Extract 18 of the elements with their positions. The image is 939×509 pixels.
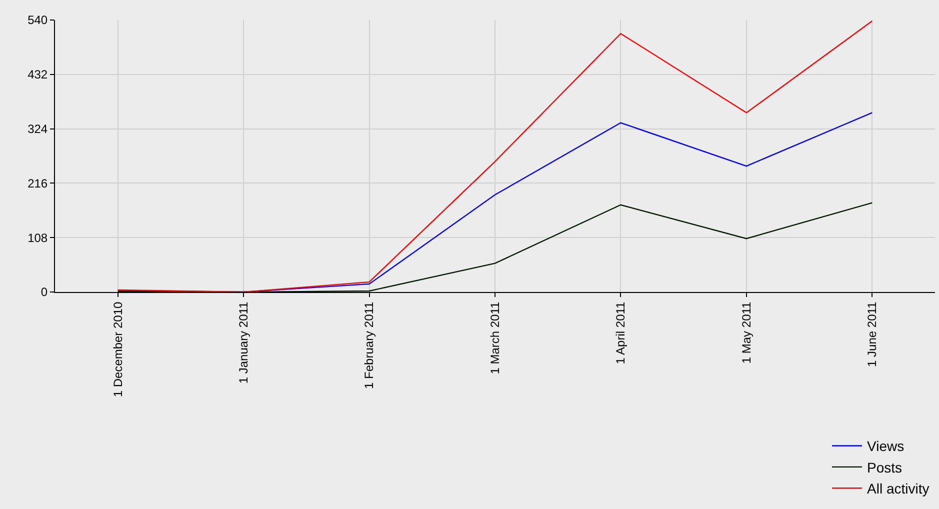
y-tick-label: 0: [40, 285, 48, 300]
y-tick-label: 324: [28, 122, 48, 136]
x-tick-label: 1 April 2011: [614, 301, 628, 364]
x-tick-label: 1 January 2011: [236, 301, 250, 384]
legend-label: All activity: [867, 480, 930, 497]
y-tick-label: 432: [28, 68, 48, 82]
x-tick-label: 1 December 2010: [110, 301, 125, 398]
x-tick-label: 1 May 2011: [739, 301, 754, 364]
legend-label: Posts: [867, 459, 902, 476]
y-tick-label: 108: [28, 230, 48, 245]
legend-label: Views: [867, 438, 904, 454]
line-series: [117, 202, 873, 292]
x-tick-label: 1 March 2011: [488, 301, 502, 374]
x-tick-label: 1 February 2011: [362, 301, 376, 389]
x-tick-label: 1 June 2011: [865, 301, 880, 367]
y-tick-label: 540: [28, 13, 48, 28]
y-tick-label: 216: [28, 176, 48, 190]
line-series: [117, 20, 873, 292]
